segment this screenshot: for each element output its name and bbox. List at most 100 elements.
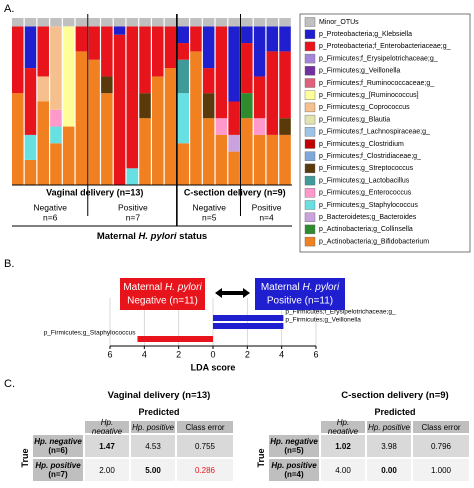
bar-segment xyxy=(152,76,164,185)
row-label: Hp. positive (n=4) xyxy=(268,458,320,482)
bar-segment xyxy=(139,93,151,119)
bar-segment xyxy=(241,18,253,27)
legend-label: p_Firmicutes;g_Blautia xyxy=(319,116,390,123)
bar-segment xyxy=(253,26,266,77)
bar-segment xyxy=(12,18,24,27)
group-n: n=5 xyxy=(202,212,217,222)
bar-segment xyxy=(190,18,202,27)
x-axis-label: Maternal H. pylori status xyxy=(97,231,207,242)
x-tick-label: 2 xyxy=(245,349,250,359)
bar-segment xyxy=(279,18,291,27)
legend-label: p_Firmicutes;f_Lachnospiraceae;g_ xyxy=(319,129,430,136)
box-line-part: Maternal xyxy=(123,282,165,293)
box-line-part: H. pylori xyxy=(303,282,340,293)
x-axis-label-part: status xyxy=(177,231,208,242)
legend-label: Minor_OTUs xyxy=(319,19,359,26)
row-label-line: (n=7) xyxy=(48,470,68,479)
true-label: True xyxy=(256,448,266,468)
group-box xyxy=(255,278,345,310)
bar-segment xyxy=(177,93,189,144)
bar-segment xyxy=(88,18,100,27)
table-cell: 1.02 xyxy=(320,434,366,458)
legend-swatch xyxy=(304,139,316,149)
table-cell: 0.00 xyxy=(366,458,412,482)
row-label-line: Hp. negative xyxy=(270,437,318,446)
predicted-label: Predicted xyxy=(138,407,180,417)
x-axis-label-part: Maternal xyxy=(97,231,139,242)
bar-segment xyxy=(126,26,139,169)
bar-segment xyxy=(24,159,37,185)
group-n: n=7 xyxy=(126,212,141,222)
panel-label: C. xyxy=(4,378,15,390)
table-cell: 3.98 xyxy=(366,434,412,458)
column-header: Class error xyxy=(176,420,234,434)
row-label-line: (n=5) xyxy=(284,446,304,455)
box-line-part: H. pylori xyxy=(165,282,202,293)
legend-label: p_Proteobacteria;g_Klebsiella xyxy=(319,31,412,38)
bar-segment xyxy=(152,18,164,27)
bar-segment xyxy=(24,68,37,135)
legend-label: p_Firmicutes;g_[Ruminococcus] xyxy=(319,92,419,99)
bar-segment xyxy=(228,18,240,27)
table-cell: 4.00 xyxy=(320,458,366,482)
table-cell: 0.286 xyxy=(176,458,234,482)
x-tick-label: 6 xyxy=(107,349,112,359)
table-cell: 2.00 xyxy=(84,458,130,482)
bar-segment xyxy=(266,51,279,135)
legend-label: p_Proteobacteria;f_Enterobacteriaceae;g_ xyxy=(319,43,451,50)
box-line: Maternal H. pylori xyxy=(261,282,340,293)
bar-segment xyxy=(190,51,202,186)
bar-segment xyxy=(101,18,113,27)
legend-box xyxy=(299,13,471,253)
bar-segment xyxy=(202,68,215,94)
panel-label: A. xyxy=(4,3,14,15)
column-header: Class error xyxy=(412,420,470,434)
bar-segment xyxy=(279,118,291,135)
bar-segment xyxy=(164,68,177,185)
bar-segment xyxy=(37,18,49,27)
bar-segment xyxy=(202,93,215,119)
bar-segment xyxy=(101,76,113,94)
legend-swatch xyxy=(304,90,316,100)
lda-bar xyxy=(213,323,284,329)
box-line: Positive (n=11) xyxy=(267,296,333,307)
legend-swatch xyxy=(304,53,316,64)
group-label: Negative xyxy=(192,202,226,212)
bar-segment xyxy=(279,51,291,119)
legend-swatch xyxy=(304,114,316,125)
legend-label: p_Actinobacteria;g_Bifidobacterium xyxy=(319,238,429,245)
bar-segment xyxy=(75,51,88,186)
bar-segment xyxy=(113,26,126,35)
legend-label: p_Firmicutes;f_Ruminococcaceae;g_ xyxy=(319,80,434,87)
table-cell: 0.796 xyxy=(412,434,470,458)
bar-segment xyxy=(113,34,126,186)
box-line: Maternal H. pylori xyxy=(123,282,202,293)
row-label: Hp. negative (n=5) xyxy=(268,434,320,458)
bar-segment xyxy=(253,134,266,185)
bar-segment xyxy=(62,126,75,185)
bar-segment xyxy=(202,118,215,185)
bar-segment xyxy=(279,134,291,185)
legend-swatch xyxy=(304,66,316,76)
column-header: Hp. negative xyxy=(84,418,130,436)
double-arrow xyxy=(215,288,250,298)
bar-segment xyxy=(253,76,266,119)
bar-segment xyxy=(101,26,113,77)
bar-segment xyxy=(126,168,139,185)
table-title: Vaginal delivery (n=13) xyxy=(107,390,211,401)
legend-label: p_Firmicutes;g_Streptococcus xyxy=(319,165,414,172)
column-header: Hp. positive xyxy=(130,420,176,434)
bar-segment xyxy=(75,26,88,52)
bar-segment xyxy=(75,18,88,27)
bar-segment xyxy=(50,126,62,144)
bar-segment xyxy=(241,118,253,185)
corner-cell xyxy=(32,420,84,434)
bar-segment xyxy=(202,26,215,69)
panel-label: B. xyxy=(4,258,14,270)
legend-label: p_Firmicutes;g_Clostridium xyxy=(319,141,404,148)
group-n: n=6 xyxy=(43,212,58,222)
bar-segment xyxy=(177,43,189,60)
legend-label: p_Firmicutes;g_Lactobacillus xyxy=(319,177,410,184)
table-cell: 4.53 xyxy=(130,434,176,458)
